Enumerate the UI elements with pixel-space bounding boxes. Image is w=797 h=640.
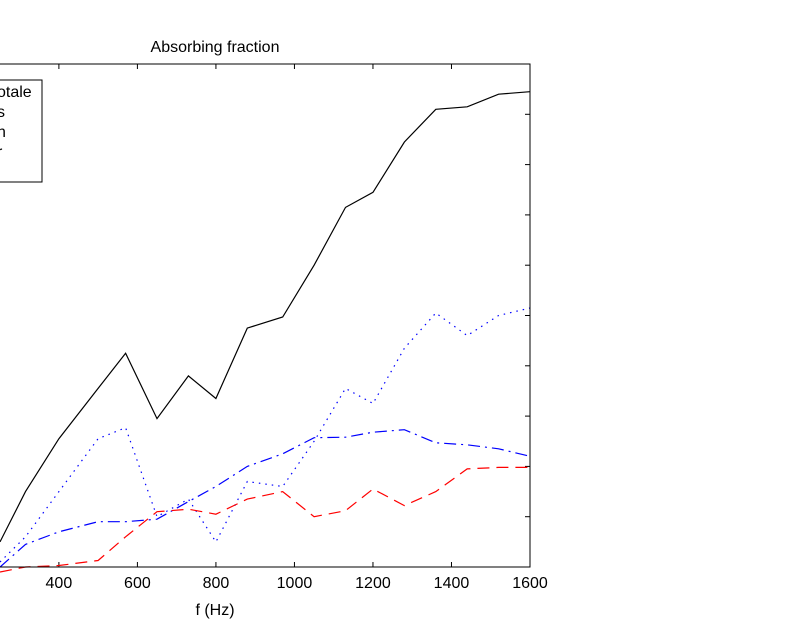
x-tick-label-0: 400 — [46, 575, 73, 592]
chart-title: Absorbing fraction — [151, 39, 280, 56]
series-line-otale — [0, 91, 531, 543]
series-line-n — [0, 429, 531, 568]
x-tick-label-2: 800 — [203, 575, 230, 592]
x-axis-label: f (Hz) — [195, 602, 234, 619]
legend-label-0: otale — [0, 84, 32, 101]
x-tick-labels: 400 600 800 1000 1200 1400 1600 — [46, 575, 548, 592]
legend-label-2: n — [0, 124, 6, 141]
x-tick-label-4: 1200 — [355, 575, 391, 592]
legend-label-1: s — [0, 104, 5, 121]
x-tick-label-5: 1400 — [434, 575, 470, 592]
series-lines — [0, 91, 531, 573]
x-tick-label-6: 1600 — [512, 575, 548, 592]
legend-box — [0, 79, 43, 183]
x-tick-label-3: 1000 — [277, 575, 313, 592]
x-tick-label-1: 600 — [124, 575, 151, 592]
series-line-r — [0, 466, 530, 573]
legend-label-3: r — [0, 144, 3, 161]
plot-frame — [0, 63, 531, 568]
legend: otale snr — [0, 79, 43, 183]
